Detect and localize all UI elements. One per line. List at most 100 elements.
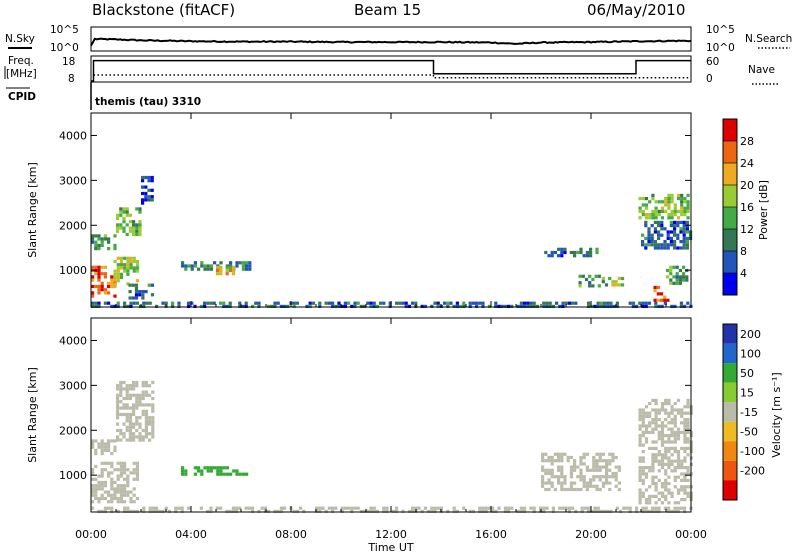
heatmap-cell xyxy=(110,471,114,475)
heatmap-cell xyxy=(135,301,139,305)
heatmap-cell xyxy=(132,471,136,475)
heatmap-cell xyxy=(617,487,621,492)
heatmap-cell xyxy=(147,198,151,202)
heatmap-cell xyxy=(599,301,603,305)
heatmap-cell xyxy=(116,400,120,404)
heatmap-cell xyxy=(132,384,136,388)
heatmap-cell xyxy=(123,256,127,260)
heatmap-cell xyxy=(550,459,554,463)
heatmap-cell xyxy=(673,220,677,224)
heatmap-cell xyxy=(653,289,657,293)
heatmap-cell xyxy=(141,179,145,183)
heatmap-cell xyxy=(676,408,681,412)
heatmap-cell xyxy=(657,434,661,438)
heatmap-cell xyxy=(561,301,565,305)
heatmap-cell xyxy=(654,421,658,425)
y-tick-label: 3000 xyxy=(59,379,87,392)
heatmap-cell xyxy=(657,450,661,454)
heatmap-cell xyxy=(122,432,126,436)
heatmap-cell xyxy=(235,509,239,513)
heatmap-cell xyxy=(654,506,658,510)
heatmap-cell xyxy=(667,501,671,505)
heatmap-cell xyxy=(648,213,652,217)
heatmap-cell xyxy=(680,498,684,502)
heatmap-cell xyxy=(126,259,130,264)
heatmap-cell xyxy=(683,459,687,463)
heatmap-cell xyxy=(343,304,347,308)
heatmap-cell xyxy=(550,254,554,258)
heatmap-cell xyxy=(587,304,591,308)
heatmap-cell xyxy=(113,496,117,501)
heatmap-cell xyxy=(222,472,226,476)
colorbar-segment xyxy=(723,402,737,422)
heatmap-cell xyxy=(657,408,661,412)
heatmap-cell xyxy=(147,283,151,287)
heatmap-cell xyxy=(675,275,679,279)
heatmap-cell xyxy=(123,304,127,308)
nsearch-label: N.Search xyxy=(745,33,792,45)
heatmap-cell xyxy=(595,484,599,488)
heatmap-cell xyxy=(135,269,140,273)
heatmap-cell xyxy=(680,421,684,425)
heatmap-cell xyxy=(612,304,616,308)
heatmap-cell xyxy=(591,284,595,288)
heatmap-cell xyxy=(452,506,456,510)
heatmap-cell xyxy=(219,472,223,476)
heatmap-cell xyxy=(216,272,220,276)
heatmap-cell xyxy=(666,246,670,250)
heatmap-cell xyxy=(151,509,155,513)
heatmap-cell xyxy=(279,304,283,308)
heatmap-cell xyxy=(657,437,661,441)
heatmap-cell xyxy=(110,487,114,491)
heatmap-cell xyxy=(141,438,145,442)
heatmap-cell xyxy=(595,452,599,456)
heatmap-cell xyxy=(125,213,129,217)
heatmap-cell xyxy=(433,301,437,305)
heatmap-cell xyxy=(478,509,482,513)
heatmap-cell xyxy=(187,506,191,510)
heatmap-cell xyxy=(614,475,618,479)
heatmap-cell xyxy=(125,232,129,237)
heatmap-cell xyxy=(574,301,578,305)
heatmap-cell xyxy=(686,424,690,428)
heatmap-cell xyxy=(582,481,586,485)
heatmap-cell xyxy=(657,491,661,495)
heatmap-cell xyxy=(667,206,671,210)
heatmap-cell xyxy=(672,281,676,285)
heatmap-cell xyxy=(116,468,120,472)
heatmap-cell xyxy=(667,466,671,470)
heatmap-cell xyxy=(91,445,95,449)
heatmap-cell xyxy=(91,294,95,298)
heatmap-cell xyxy=(573,481,577,485)
heatmap-cell xyxy=(350,304,354,308)
heatmap-cell xyxy=(651,216,655,220)
heatmap-cell xyxy=(664,203,668,207)
heatmap-cell xyxy=(107,506,111,510)
heatmap-cell xyxy=(135,223,139,227)
heatmap-cell xyxy=(119,210,123,214)
heatmap-cell xyxy=(676,501,681,505)
heatmap-cell xyxy=(119,275,124,280)
heatmap-cell xyxy=(673,246,677,250)
heatmap-cell xyxy=(257,304,261,308)
heatmap-cell xyxy=(685,243,689,247)
heatmap-cell xyxy=(592,468,596,472)
heatmap-cell xyxy=(497,506,501,510)
heatmap-cell xyxy=(673,459,677,463)
heatmap-cell xyxy=(363,509,367,513)
heatmap-cell xyxy=(420,304,424,308)
heatmap-cell xyxy=(654,488,658,492)
heatmap-cell xyxy=(667,200,671,204)
heatmap-cell xyxy=(670,434,674,438)
heatmap-cell xyxy=(141,198,145,202)
heatmap-cell xyxy=(644,475,649,479)
heatmap-cell xyxy=(91,493,95,497)
heatmap-cell xyxy=(603,304,607,308)
heatmap-cell xyxy=(592,475,596,479)
heatmap-cell xyxy=(119,432,123,436)
heatmap-cell xyxy=(507,506,511,510)
heatmap-cell xyxy=(523,304,527,308)
heatmap-cell xyxy=(382,506,386,510)
heatmap-cell xyxy=(664,209,668,213)
